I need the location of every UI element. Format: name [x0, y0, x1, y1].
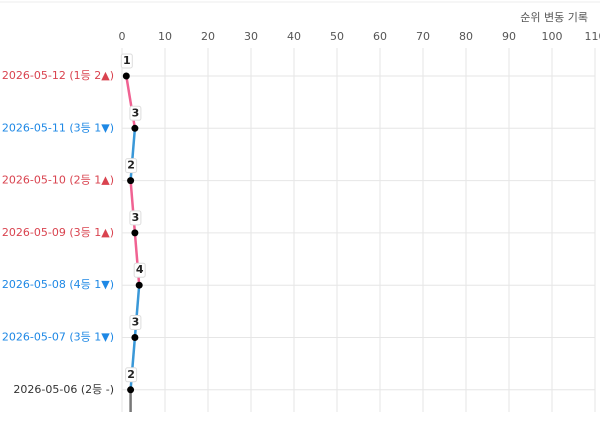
point: [131, 334, 139, 341]
value-label: 3: [132, 211, 140, 224]
value-label-box: [125, 158, 138, 174]
value-label-box: [129, 315, 142, 330]
x-tick-label: 0: [119, 30, 126, 43]
y-tick-label: 2026-05-12 (1등 2▲): [2, 69, 114, 82]
value-label: 1: [123, 54, 131, 67]
x-tick-label: 70: [416, 30, 430, 43]
x-tick-label: 110: [585, 30, 600, 43]
point: [131, 229, 139, 237]
y-tick-label: 2026-05-06 (2등 -): [13, 383, 114, 396]
chart-title: 순위 변동 기록: [520, 11, 588, 24]
y-tick-label: 2026-05-07 (3등 1▼): [2, 331, 114, 344]
point: [122, 72, 130, 80]
x-tick-label: 60: [373, 30, 387, 43]
value-label-box: [129, 105, 142, 121]
value-label-box: [129, 210, 142, 226]
point: [131, 124, 139, 132]
value-label: 2: [127, 368, 135, 381]
x-tick-label: 80: [459, 30, 473, 43]
value-label-box: [125, 367, 138, 383]
y-tick-label: 2026-05-10 (2등 1▲): [2, 174, 114, 187]
point: [127, 386, 135, 394]
point: [135, 281, 143, 289]
y-tick-label: 2026-05-09 (3등 1▲): [2, 226, 114, 239]
value-label: 4: [136, 263, 144, 276]
x-tick-label: 100: [542, 30, 563, 43]
value-label: 2: [127, 159, 135, 172]
x-tick-label: 20: [201, 30, 215, 43]
value-label: 3: [132, 316, 140, 329]
x-tick-label: 50: [330, 30, 344, 43]
x-tick-label: 30: [244, 30, 258, 43]
x-tick-label: 40: [287, 30, 301, 43]
y-tick-label: 2026-05-11 (3등 1▼): [2, 121, 114, 134]
x-tick-label: 10: [158, 30, 172, 43]
x-tick-label: 90: [502, 30, 516, 43]
value-label-box: [133, 262, 146, 278]
value-label-box: [120, 53, 133, 69]
y-tick-label: 2026-05-08 (4등 1▼): [2, 278, 114, 291]
value-label: 3: [132, 106, 140, 119]
point: [127, 177, 135, 185]
